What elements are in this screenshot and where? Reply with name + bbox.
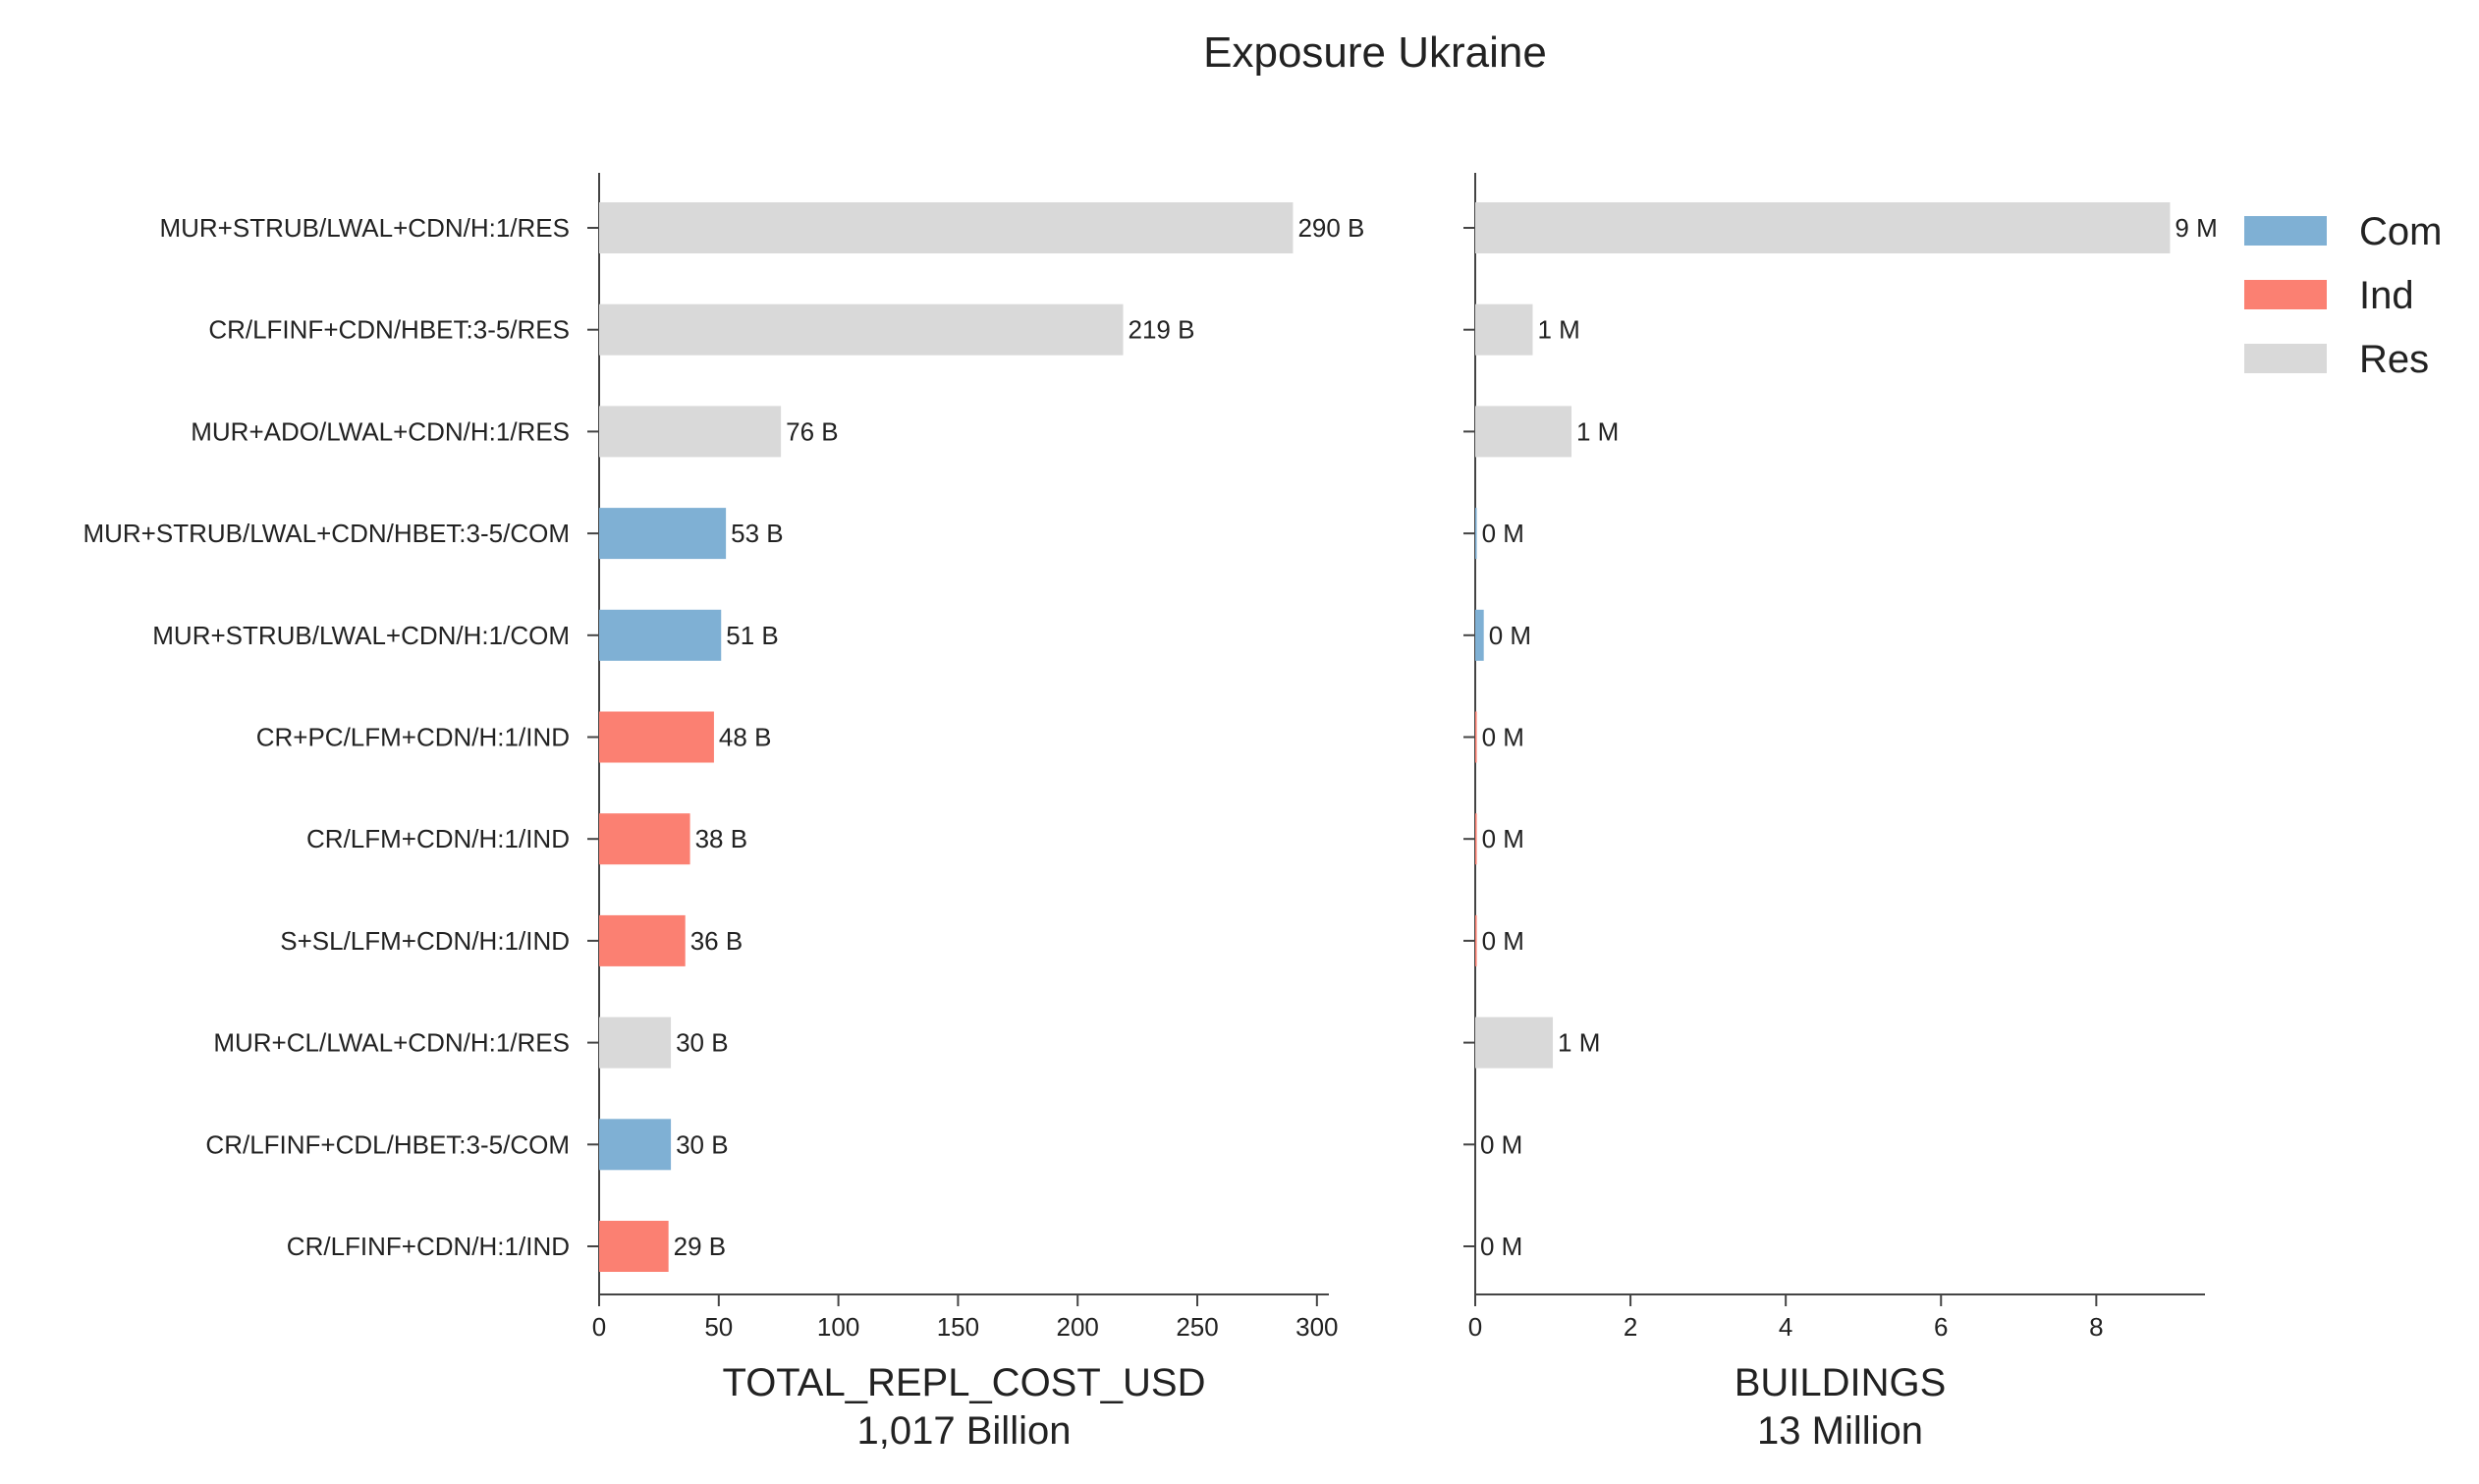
x-tick-label: 50 <box>704 1312 733 1342</box>
bar-res <box>1475 1017 1554 1069</box>
bar-ind <box>599 711 714 763</box>
value-label: 51 B <box>726 621 779 650</box>
bar-ind <box>599 1221 669 1272</box>
category-label: MUR+STRUB/LWAL+CDN/HBET:3-5/COM <box>83 519 570 548</box>
category-label: CR/LFINF+CDN/H:1/IND <box>287 1232 570 1261</box>
category-label: CR/LFM+CDN/H:1/IND <box>306 824 570 853</box>
category-label: MUR+STRUB/LWAL+CDN/H:1/COM <box>152 621 570 650</box>
category-label: CR+PC/LFM+CDN/H:1/IND <box>256 723 570 752</box>
value-label: 30 B <box>676 1028 729 1058</box>
legend-swatch-res <box>2244 344 2327 373</box>
panel-buildings: 0 2 4 6 8 9 M 1 M 1 M 0 M 0 M 0 M 0 M 0 M 1 M 0 M 0 M BU… <box>1463 173 2218 1453</box>
category-label: CR/LFINF+CDL/HBET:3-5/COM <box>205 1129 570 1159</box>
bar-com <box>599 609 722 661</box>
bar-com <box>599 1119 672 1171</box>
bar-com <box>599 508 727 560</box>
category-label: MUR+ADO/LWAL+CDN/H:1/RES <box>191 416 570 446</box>
bar-ind <box>599 914 686 966</box>
x-tick-label: 6 <box>1934 1312 1948 1342</box>
legend-label: Res <box>2359 338 2429 381</box>
value-label: 1 M <box>1558 1028 1600 1058</box>
legend-swatch-com <box>2244 216 2327 246</box>
bar-res <box>599 406 782 458</box>
value-label: 290 B <box>1297 213 1364 243</box>
value-label: 1 M <box>1537 315 1579 345</box>
bar-ind <box>1475 711 1477 763</box>
legend-swatch-ind <box>2244 280 2327 309</box>
x-tick-label: 4 <box>1779 1312 1792 1342</box>
bar-ind <box>1475 813 1477 865</box>
x-axis-title: TOTAL_REPL_COST_USD <box>722 1361 1205 1404</box>
x-tick-label: 0 <box>1468 1312 1482 1342</box>
bar-res <box>1475 303 1533 356</box>
value-label: 219 B <box>1128 315 1194 345</box>
bar-res <box>599 202 1294 253</box>
value-label: 0 M <box>1489 621 1531 650</box>
value-label: 1 M <box>1576 416 1619 446</box>
legend-label: Com <box>2359 210 2442 253</box>
value-label: 0 M <box>1480 1232 1522 1261</box>
value-label: 0 M <box>1480 1129 1522 1159</box>
legend-label: Ind <box>2359 274 2414 317</box>
chart-title: Exposure Ukraine <box>1203 28 1547 77</box>
category-label: CR/LFINF+CDN/HBET:3-5/RES <box>208 315 570 345</box>
x-axis-subtitle: 13 Million <box>1757 1409 1923 1453</box>
x-tick-label: 0 <box>592 1312 606 1342</box>
value-label: 53 B <box>731 519 784 548</box>
bar-ind <box>599 813 690 865</box>
category-label: MUR+STRUB/LWAL+CDN/H:1/RES <box>159 213 570 243</box>
x-tick-label: 8 <box>2089 1312 2103 1342</box>
value-label: 36 B <box>690 926 744 956</box>
category-label: MUR+CL/LWAL+CDN/H:1/RES <box>213 1028 570 1058</box>
value-label: 0 M <box>1482 926 1524 956</box>
bar-res <box>1475 202 2171 253</box>
value-label: 30 B <box>676 1129 729 1159</box>
legend: Com Ind Res <box>2244 210 2442 381</box>
x-tick-label: 250 <box>1176 1312 1218 1342</box>
panel-replacement-cost: 0 50 100 150 200 250 300 MUR+STRUB/LWAL+CDN/H:1… <box>83 173 1364 1453</box>
value-label: 38 B <box>695 824 748 853</box>
bar-com <box>1475 508 1477 560</box>
bar-res <box>599 303 1124 356</box>
bar-com <box>1475 609 1484 661</box>
x-tick-label: 2 <box>1624 1312 1637 1342</box>
value-label: 0 M <box>1482 519 1524 548</box>
value-label: 0 M <box>1482 723 1524 752</box>
value-label: 48 B <box>719 723 772 752</box>
value-label: 76 B <box>786 416 839 446</box>
category-label: S+SL/LFM+CDN/H:1/IND <box>280 926 570 956</box>
bar-res <box>1475 406 1572 458</box>
x-tick-label: 100 <box>817 1312 859 1342</box>
value-label: 29 B <box>674 1232 727 1261</box>
value-label: 9 M <box>2175 213 2217 243</box>
x-axis-title: BUILDINGS <box>1735 1361 1947 1404</box>
x-tick-label: 150 <box>937 1312 979 1342</box>
x-axis-subtitle: 1,017 Billion <box>857 1409 1072 1453</box>
bar-res <box>599 1017 672 1069</box>
x-tick-label: 200 <box>1057 1312 1099 1342</box>
x-tick-label: 300 <box>1295 1312 1338 1342</box>
value-label: 0 M <box>1482 824 1524 853</box>
bar-ind <box>1475 914 1477 966</box>
